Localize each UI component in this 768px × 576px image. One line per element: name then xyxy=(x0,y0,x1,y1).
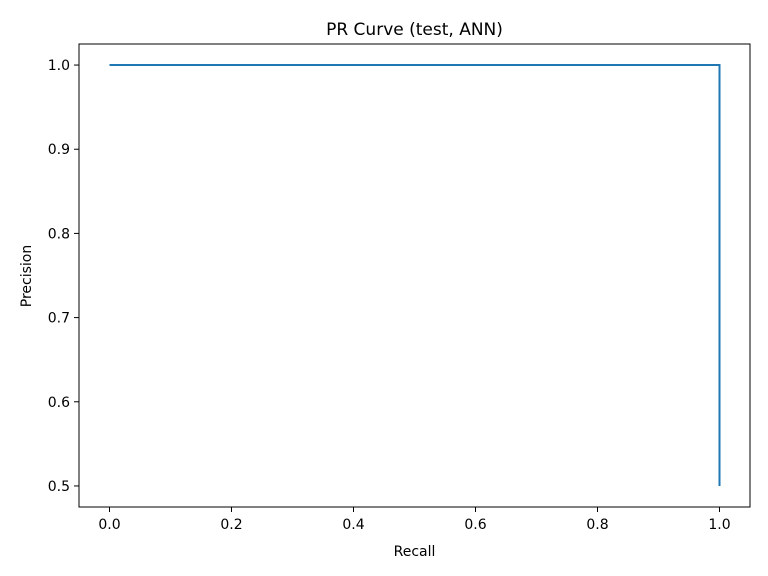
y-tick-label: 0.7 xyxy=(48,311,70,327)
y-tick-label: 0.9 xyxy=(48,142,70,158)
y-tick-label: 1.0 xyxy=(48,58,70,74)
y-axis-label: Precision xyxy=(19,245,35,307)
y-tick-label: 0.8 xyxy=(48,226,70,242)
chart-title: PR Curve (test, ANN) xyxy=(326,20,503,40)
series-layer xyxy=(109,64,721,486)
plot-area: 0.0 0.2 0.4 0.6 0.8 1.0 0.5 0.6 0.7 0.8 0.9 1.0 xyxy=(48,43,751,533)
series-line-0 xyxy=(109,64,721,486)
x-axis-label: Recall xyxy=(394,544,436,560)
x-tick-label: 0.6 xyxy=(464,517,486,533)
x-tick-label: 1.0 xyxy=(708,517,730,533)
axes-frame xyxy=(78,43,751,508)
y-tick-label: 0.6 xyxy=(48,395,70,411)
x-axis-ticks: 0.0 0.2 0.4 0.6 0.8 1.0 xyxy=(98,507,731,533)
y-tick-label: 0.5 xyxy=(48,479,70,495)
x-tick-label: 0.4 xyxy=(342,517,364,533)
x-tick-label: 0.8 xyxy=(586,517,608,533)
x-tick-label: 0.2 xyxy=(220,517,242,533)
x-tick-label: 0.0 xyxy=(98,517,120,533)
y-axis-ticks: 0.5 0.6 0.7 0.8 0.9 1.0 xyxy=(48,58,79,495)
